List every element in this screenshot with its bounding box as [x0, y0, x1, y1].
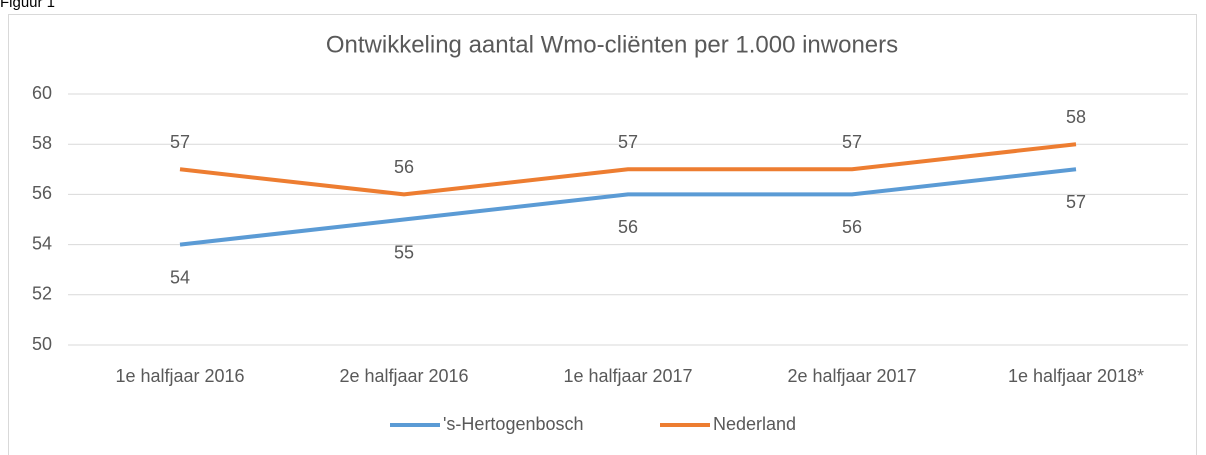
y-tick-label: 50: [32, 334, 52, 354]
x-tick-label: 1e halfjaar 2018*: [1008, 366, 1144, 386]
y-tick-label: 60: [32, 83, 52, 103]
line: [179, 142, 1077, 197]
y-tick-label: 56: [32, 183, 52, 203]
data-label: 55: [394, 242, 414, 262]
x-tick-label: 1e halfjaar 2017: [563, 366, 692, 386]
x-tick-label: 1e halfjaar 2016: [115, 366, 244, 386]
legend-label: Nederland: [713, 414, 796, 434]
figure-label: Figuur 1: [0, 0, 55, 11]
chart-title: Ontwikkeling aantal Wmo-cliënten per 1.0…: [326, 31, 898, 58]
x-tick-label: 2e halfjaar 2017: [787, 366, 916, 386]
y-tick-label: 54: [32, 233, 52, 253]
data-label: 57: [170, 132, 190, 152]
data-label: 56: [394, 157, 414, 177]
data-label: 56: [842, 217, 862, 237]
data-label: 57: [618, 132, 638, 152]
y-tick-label: 52: [32, 284, 52, 304]
chart-border: [8, 14, 1197, 455]
data-label: 56: [618, 217, 638, 237]
legend-label: 's-Hertogenbosch: [443, 414, 584, 434]
data-label: 57: [842, 132, 862, 152]
line: [179, 167, 1077, 247]
x-tick-label: 2e halfjaar 2016: [339, 366, 468, 386]
data-label: 58: [1066, 107, 1086, 127]
data-label: 54: [170, 267, 190, 287]
y-tick-label: 58: [32, 133, 52, 153]
data-label: 57: [1066, 192, 1086, 212]
